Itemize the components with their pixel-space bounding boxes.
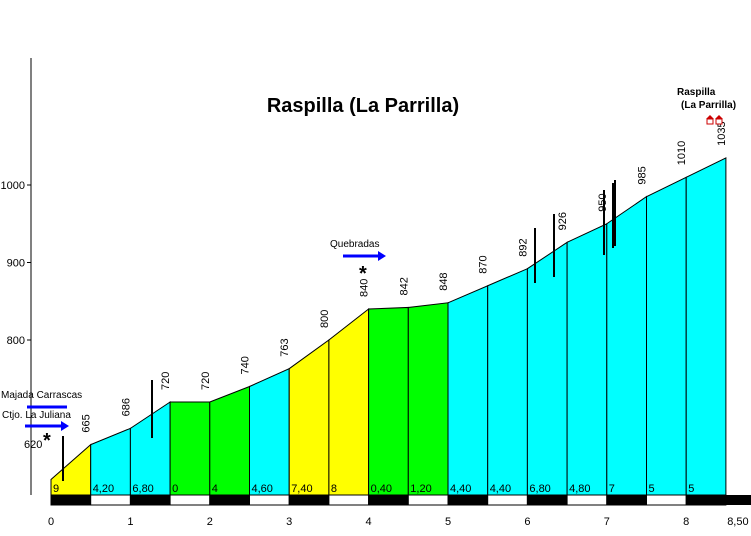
- gradient-label: 4,40: [450, 483, 471, 495]
- gradient-label: 5: [649, 483, 655, 495]
- gradient-label: 4: [212, 483, 218, 495]
- hut-icon: [706, 118, 714, 125]
- altitude-label: 1010: [676, 141, 688, 165]
- y-tick-label: 1000: [1, 180, 25, 192]
- profile-segment: [169, 401, 211, 496]
- profile-segment: [129, 401, 171, 496]
- km-bar-segment: [249, 494, 290, 506]
- km-bar-segment: [90, 494, 131, 506]
- gradient-label: 0,40: [371, 483, 392, 495]
- x-tick-label: 3: [286, 516, 292, 528]
- profile-segment: [368, 306, 409, 496]
- star-marker: *: [43, 430, 51, 452]
- arrow-head: [378, 251, 386, 261]
- profile-segment: [209, 385, 250, 496]
- profile-segment: [447, 284, 489, 496]
- altitude-label: 1035: [716, 121, 728, 145]
- profile-segment: [526, 241, 568, 496]
- altitude-label: 620: [24, 439, 42, 451]
- altitude-label: 720: [200, 372, 212, 390]
- km-bar-segment: [368, 494, 409, 506]
- gradient-label: 4,40: [490, 483, 511, 495]
- altitude-label: 720: [160, 372, 172, 390]
- hut-icon: [706, 115, 714, 119]
- annotation-start-2: Ctjo. La Juliana: [2, 410, 71, 421]
- km-bar-segment: [288, 494, 330, 506]
- km-bar-segment: [209, 494, 251, 506]
- profile-segment: [646, 176, 687, 496]
- profile-segment: [487, 267, 528, 496]
- profile-segment: [407, 302, 449, 496]
- x-tick-label: 7: [604, 516, 610, 528]
- gradient-label: 6,80: [529, 483, 550, 495]
- x-tick-label: 1: [127, 516, 133, 528]
- x-tick-label: 2: [207, 516, 213, 528]
- y-tick-label: 900: [7, 258, 25, 270]
- altitude-label: 926: [557, 212, 569, 230]
- annotation-mid: Quebradas: [330, 239, 379, 250]
- km-bar-segment: [407, 494, 449, 506]
- profile-segment: [685, 157, 727, 496]
- altitude-label: 870: [478, 255, 490, 273]
- altitude-label: 848: [438, 272, 450, 290]
- gradient-label: 7: [609, 483, 615, 495]
- gradient-label: 7,40: [291, 483, 312, 495]
- x-tick-label: 4: [366, 516, 372, 528]
- profile-segment: [566, 222, 608, 496]
- km-bar-segment: [566, 494, 608, 506]
- hut-icon: [715, 118, 723, 125]
- x-tick-label: 8: [683, 516, 689, 528]
- km-bar-segment: [328, 494, 370, 506]
- profile-segment: [328, 307, 370, 496]
- annotation-start-1: Majada Carrascas: [1, 390, 82, 401]
- hut-icon: [715, 115, 723, 119]
- gradient-label: 0: [172, 483, 178, 495]
- annotation-peak-1: Raspilla: [677, 87, 716, 98]
- km-bar-segment: [447, 494, 489, 506]
- x-tick-label: 5: [445, 516, 451, 528]
- km-bar-segment: [685, 494, 727, 506]
- km-bar-segment: [606, 494, 647, 506]
- annotation-peak-2: (La Parrilla): [681, 100, 736, 111]
- gradient-label: 1,20: [410, 483, 431, 495]
- x-tick-label: 8,50: [727, 516, 748, 528]
- km-bar-segment: [50, 494, 92, 506]
- altitude-label: 892: [517, 238, 529, 256]
- gradient-label: 9: [53, 483, 59, 495]
- altitude-label: 665: [81, 414, 93, 432]
- altitude-label: 840: [359, 279, 371, 297]
- altitude-label: 985: [637, 166, 649, 184]
- gradient-label: 4,20: [93, 483, 114, 495]
- km-bar-segment: [526, 494, 568, 506]
- gradient-label: 4,80: [569, 483, 590, 495]
- profile-segment: [249, 367, 290, 496]
- altitude-label: 842: [398, 277, 410, 295]
- altitude-label: 763: [279, 338, 291, 356]
- star-marker: *: [359, 263, 367, 285]
- gradient-label: 6,80: [132, 483, 153, 495]
- gradient-label: 8: [331, 483, 337, 495]
- altitude-label: 686: [120, 398, 132, 416]
- km-bar-segment: [487, 494, 528, 506]
- y-tick-label: 800: [7, 335, 25, 347]
- x-tick-label: 0: [48, 516, 54, 528]
- km-bar-tail: [725, 495, 751, 505]
- x-tick-label: 6: [524, 516, 530, 528]
- altitude-label: 740: [240, 356, 252, 374]
- gradient-label: 5: [688, 483, 694, 495]
- gradient-label: 4,60: [252, 483, 273, 495]
- altitude-label: 800: [319, 310, 331, 328]
- profile-segment: [288, 339, 330, 496]
- km-bar-segment: [646, 494, 687, 506]
- km-bar-segment: [129, 494, 171, 506]
- arrow-head: [61, 421, 69, 431]
- altitude-label: 950: [597, 193, 609, 211]
- chart-title: Raspilla (La Parrilla): [267, 95, 459, 117]
- km-bar-segment: [169, 494, 211, 506]
